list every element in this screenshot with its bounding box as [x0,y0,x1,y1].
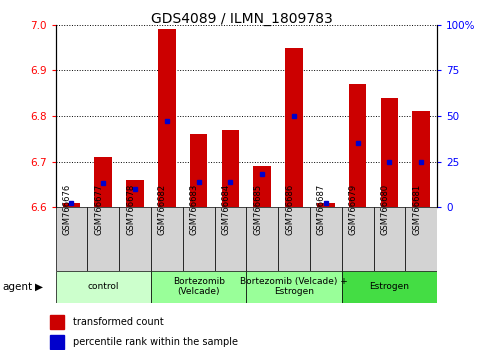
Bar [317,202,335,207]
Bar [190,134,207,207]
Bar [151,271,246,303]
Bar [405,207,437,271]
Text: percentile rank within the sample: percentile rank within the sample [72,337,238,347]
Text: GSM766685: GSM766685 [253,184,262,235]
Text: GSM766681: GSM766681 [412,184,421,235]
Text: GDS4089 / ILMN_1809783: GDS4089 / ILMN_1809783 [151,12,332,27]
Bar [285,47,303,207]
Bar [373,207,405,271]
Bar [50,335,64,348]
Bar [349,84,367,207]
Bar [246,207,278,271]
Bar [119,207,151,271]
Text: Bortezomib (Velcade) +
Estrogen: Bortezomib (Velcade) + Estrogen [240,277,348,296]
Text: GSM766680: GSM766680 [381,184,389,235]
Bar [222,130,239,207]
Bar [214,207,246,271]
Text: Bortezomib
(Velcade): Bortezomib (Velcade) [172,277,225,296]
Bar [158,29,176,207]
Text: GSM766687: GSM766687 [317,184,326,235]
Text: GSM766682: GSM766682 [158,184,167,235]
Text: GSM766686: GSM766686 [285,184,294,235]
Text: Estrogen: Estrogen [369,282,410,291]
Bar [381,98,398,207]
Bar [63,202,80,207]
Bar [126,180,144,207]
Bar [151,207,183,271]
Text: GSM766679: GSM766679 [349,184,357,235]
Text: agent: agent [2,282,32,292]
Text: ▶: ▶ [35,282,43,292]
Text: GSM766677: GSM766677 [94,184,103,235]
Bar [246,271,342,303]
Bar [412,112,430,207]
Bar [310,207,342,271]
Text: GSM766684: GSM766684 [221,184,230,235]
Bar [56,207,87,271]
Bar [342,207,373,271]
Text: GSM766676: GSM766676 [62,184,71,235]
Bar [254,166,271,207]
Bar [342,271,437,303]
Bar [183,207,214,271]
Bar [278,207,310,271]
Text: GSM766683: GSM766683 [190,184,199,235]
Bar [50,315,64,329]
Text: transformed count: transformed count [72,317,163,327]
Text: GSM766678: GSM766678 [126,184,135,235]
Bar [56,271,151,303]
Bar [95,157,112,207]
Bar [87,207,119,271]
Text: control: control [87,282,119,291]
